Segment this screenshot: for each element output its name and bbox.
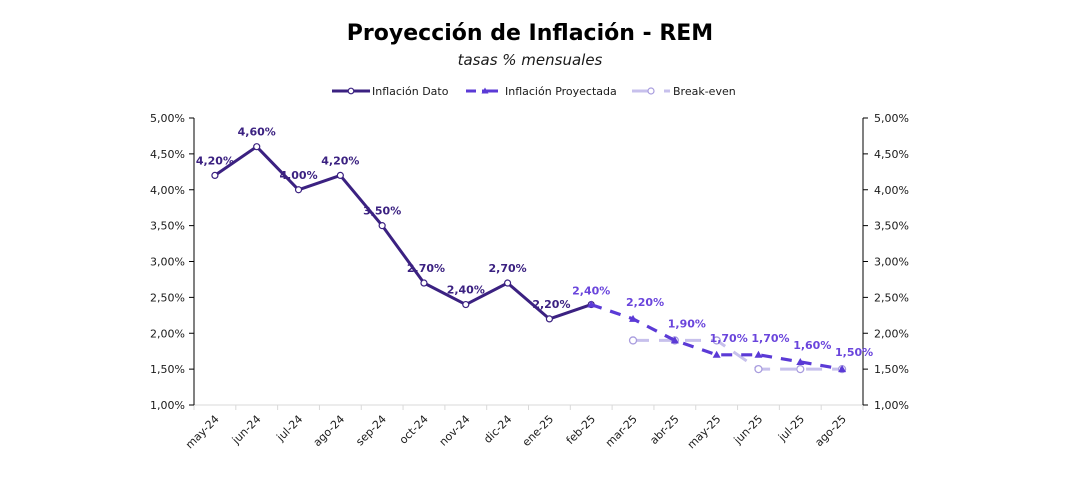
point-break-even xyxy=(628,336,638,345)
data-label-inflacion-dato: 4,60% xyxy=(238,126,276,139)
point-inflacion-proyectada xyxy=(838,365,847,373)
y-tick-label-right: 3,00% xyxy=(874,256,909,269)
x-tick-label: mar-25 xyxy=(603,413,640,450)
point-inflacion-proyectada xyxy=(796,357,805,365)
legend-marker-proyectada xyxy=(481,87,489,94)
x-tick-label: feb-25 xyxy=(564,413,598,447)
point-break-even xyxy=(754,364,763,374)
legend-marker-dato xyxy=(347,87,355,95)
x-tick-label: jul-24 xyxy=(274,413,306,445)
x-tick-label: sep-24 xyxy=(353,413,389,449)
legend-item-inflacion-proyectada[interactable]: Inflación Proyectada xyxy=(466,85,617,98)
y-tick-label-left: 4,50% xyxy=(150,148,185,161)
x-tick-label: abr-25 xyxy=(647,413,681,447)
data-label-inflacion-proyectada: 2,40% xyxy=(572,285,610,298)
y-tick-label-left: 4,00% xyxy=(150,184,185,197)
data-label-inflacion-dato: 2,40% xyxy=(447,284,485,297)
point-inflacion-dato xyxy=(503,279,512,287)
y-tick-label-left: 1,50% xyxy=(150,363,185,376)
point-break-even xyxy=(712,336,721,345)
data-labels: 4,20%4,60%4,00%4,20%3,50%2,70%2,40%2,70%… xyxy=(196,126,873,359)
y-tick-label-left: 3,00% xyxy=(150,256,185,269)
point-inflacion-dato xyxy=(253,143,261,151)
x-tick-label: jun-25 xyxy=(731,413,766,448)
data-label-inflacion-dato: 4,20% xyxy=(196,154,234,167)
legend-label-break-even: Break-even xyxy=(673,85,736,98)
x-tick-label: may-25 xyxy=(685,413,724,452)
y-tick-label-right: 3,50% xyxy=(874,220,909,233)
point-inflacion-proyectada xyxy=(670,336,679,344)
data-label-inflacion-dato: 3,50% xyxy=(363,205,401,218)
point-inflacion-proyectada xyxy=(754,350,763,358)
data-label-inflacion-proyectada: 1,70% xyxy=(751,332,789,345)
x-tick-label: ene-25 xyxy=(520,413,556,449)
y-tick-label-left: 2,50% xyxy=(150,291,185,304)
data-label-inflacion-proyectada: 1,50% xyxy=(835,346,873,359)
y-tick-label-left: 5,00% xyxy=(150,112,185,125)
axes: may-24 jun-24 jul-24 ago-24 sep-24 oct-24 nov-… xyxy=(150,112,909,451)
y-tick-label-right: 5,00% xyxy=(874,112,909,125)
data-label-inflacion-dato: 2,70% xyxy=(407,262,445,275)
x-tick-label: nov-24 xyxy=(437,413,473,449)
legend-label-proyectada: Inflación Proyectada xyxy=(505,85,617,98)
x-tick-label: ago-25 xyxy=(812,413,849,450)
point-inflacion-proyectada xyxy=(712,350,721,358)
data-label-inflacion-dato: 4,20% xyxy=(321,154,359,167)
data-label-inflacion-proyectada: 1,90% xyxy=(668,317,706,330)
point-inflacion-dato xyxy=(462,300,470,309)
legend-item-break-even[interactable]: Break-even xyxy=(632,85,736,98)
y-tick-label-right: 4,00% xyxy=(874,184,909,197)
y-tick-label-left: 3,50% xyxy=(150,220,185,233)
legend-item-inflacion-dato[interactable]: Inflación Dato xyxy=(332,85,449,98)
data-label-inflacion-dato: 4,00% xyxy=(279,169,317,182)
chart-subtitle: tasas % mensuales xyxy=(458,51,603,69)
legend: Inflación Dato Inflación Proyectada Brea… xyxy=(332,85,736,98)
point-inflacion-dato xyxy=(211,171,219,179)
y-tick-label-left: 2,00% xyxy=(150,327,185,340)
y-tick-label-left: 1,00% xyxy=(150,399,185,412)
x-tick-label: ago-24 xyxy=(311,413,348,450)
y-tick-label-right: 4,50% xyxy=(874,148,909,161)
point-inflacion-dato xyxy=(378,222,386,230)
point-inflacion-dato xyxy=(294,186,303,194)
x-tick-label: jun-24 xyxy=(229,413,264,448)
data-label-inflacion-dato: 2,20% xyxy=(532,298,570,311)
x-tick-label: dic-24 xyxy=(481,413,514,446)
x-tick-label: jul-25 xyxy=(775,413,807,445)
point-inflacion-dato xyxy=(420,279,428,287)
legend-marker-break-even xyxy=(647,87,655,95)
data-label-inflacion-dato: 2,70% xyxy=(489,262,527,275)
x-tick-label: oct-24 xyxy=(397,413,431,447)
point-inflacion-proyectada xyxy=(629,314,638,322)
data-label-inflacion-proyectada: 2,20% xyxy=(626,296,664,309)
y-tick-label-right: 1,50% xyxy=(874,363,909,376)
chart-title: Proyección de Inflación - REM xyxy=(347,21,713,46)
point-break-even xyxy=(796,364,805,374)
series-line-inflacion-dato xyxy=(214,145,592,321)
series-layer xyxy=(211,143,847,374)
point-inflacion-proyectada xyxy=(587,300,596,308)
point-inflacion-dato xyxy=(545,315,554,323)
legend-label-dato: Inflación Dato xyxy=(372,85,449,98)
x-tick-label: may-24 xyxy=(183,413,222,452)
y-tick-label-right: 1,00% xyxy=(874,399,909,412)
y-tick-label-right: 2,50% xyxy=(874,291,909,304)
series-line-break-even xyxy=(633,338,843,371)
y-tick-label-right: 2,00% xyxy=(874,327,909,340)
data-label-inflacion-proyectada: 1,60% xyxy=(793,339,831,352)
data-label-inflacion-proyectada: 1,70% xyxy=(710,332,748,345)
point-inflacion-dato xyxy=(336,171,344,179)
